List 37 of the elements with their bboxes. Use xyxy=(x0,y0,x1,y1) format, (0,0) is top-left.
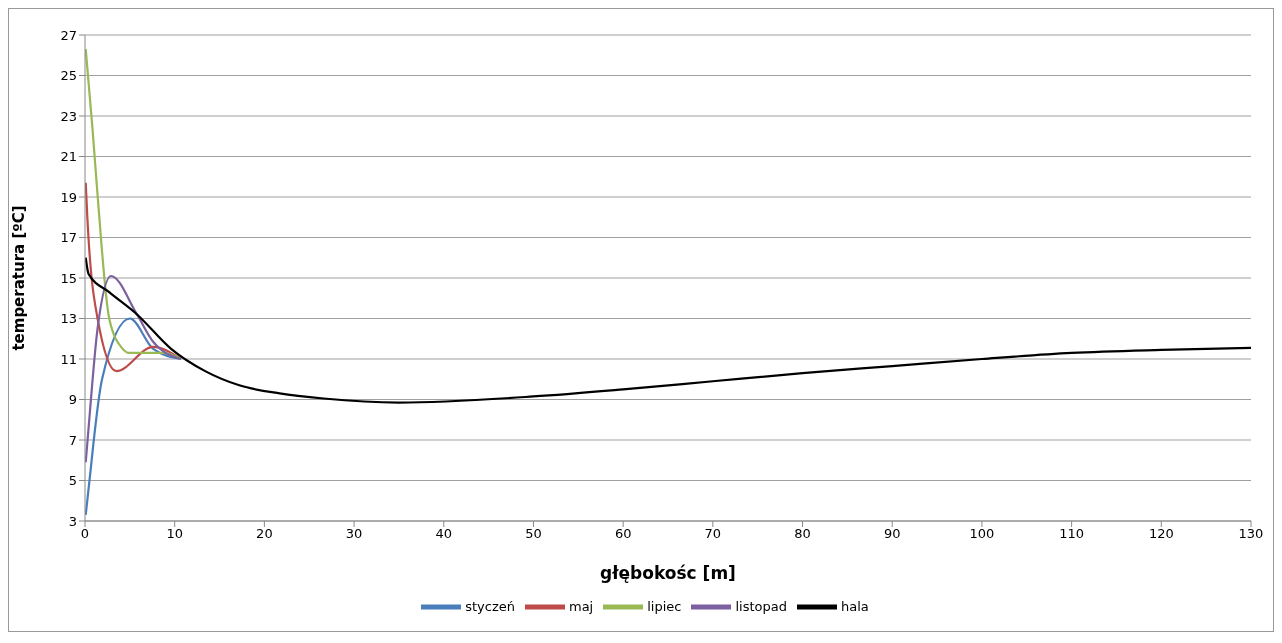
x-tick-label: 80 xyxy=(794,526,811,542)
line-series xyxy=(85,274,183,464)
y-tick-label: 15 xyxy=(60,270,77,286)
line-series xyxy=(85,256,1251,404)
x-tick-label: 10 xyxy=(166,526,183,542)
legend-label: styczeń xyxy=(465,598,515,614)
y-tick-label: 17 xyxy=(60,230,77,246)
x-tick-label: 120 xyxy=(1148,526,1174,542)
x-tick-label: 130 xyxy=(1238,526,1264,542)
y-tick-label: 7 xyxy=(68,432,77,448)
x-tick-label: 100 xyxy=(969,526,995,542)
x-tick-label: 50 xyxy=(525,526,542,542)
y-axis-title: temperatura [ºC] xyxy=(10,205,29,351)
y-tick-label: 3 xyxy=(68,513,77,529)
legend-label: lipiec xyxy=(647,598,682,614)
line-series xyxy=(85,181,183,373)
legend-label: maj xyxy=(568,598,594,614)
y-tick-label: 19 xyxy=(60,189,77,205)
y-tick-label: 21 xyxy=(60,149,77,165)
y-tick-label: 25 xyxy=(60,68,77,84)
legend-label: hala xyxy=(841,598,869,614)
y-tick-label: 13 xyxy=(60,311,77,327)
y-tick-label: 11 xyxy=(60,351,77,367)
x-tick-label: 70 xyxy=(704,526,722,542)
y-tick-label: 5 xyxy=(68,473,77,489)
y-tick-label: 23 xyxy=(60,108,77,124)
x-tick-label: 40 xyxy=(435,526,453,542)
x-tick-label: 0 xyxy=(80,526,90,542)
x-tick-label: 20 xyxy=(256,526,273,542)
legend-label: listopad xyxy=(735,598,787,614)
y-tick-label: 27 xyxy=(60,27,77,43)
x-tick-label: 30 xyxy=(345,526,363,542)
x-tick-label: 110 xyxy=(1059,526,1085,542)
x-tick-label: 90 xyxy=(883,526,901,542)
x-axis-title: głębokośc [m] xyxy=(600,563,736,583)
y-tick-label: 9 xyxy=(68,392,77,408)
x-tick-label: 60 xyxy=(614,526,632,542)
